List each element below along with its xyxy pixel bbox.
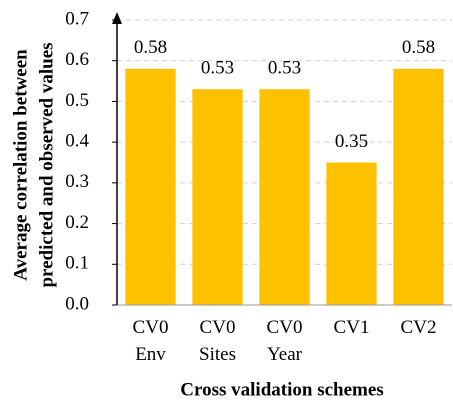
y-tick-label: 0.6	[65, 49, 89, 70]
value-label: 0.53	[268, 58, 301, 79]
y-tick-label: 0.5	[65, 90, 89, 111]
x-tick-label: CV2	[401, 317, 437, 338]
bar	[393, 68, 444, 305]
y-axis-title-line: Average correlation between	[10, 49, 31, 281]
x-tick-label: CV1	[334, 317, 370, 338]
y-axis-arrow	[112, 12, 122, 24]
bar	[192, 89, 243, 305]
x-tick-label: CV0 Sites	[199, 317, 236, 365]
value-label: 0.58	[134, 37, 167, 58]
y-tick-label: 0.2	[65, 212, 89, 233]
bar	[125, 68, 176, 305]
y-tick-label: 0.4	[65, 131, 89, 152]
bar	[259, 89, 310, 305]
y-tick-label: 0.3	[65, 171, 89, 192]
value-label: 0.35	[335, 131, 368, 152]
y-tick-label: 0.1	[65, 253, 89, 274]
y-tick-label: 0.0	[65, 293, 89, 314]
x-tick-label: CV0 Env	[133, 317, 169, 365]
y-axis-title-line: predicted and observed values	[36, 42, 57, 287]
value-label: 0.58	[402, 37, 435, 58]
x-axis-title: Cross validation schemes	[180, 379, 383, 400]
bar	[326, 162, 377, 305]
y-axis-title: Average correlation between predicted an…	[10, 42, 57, 287]
value-label: 0.53	[201, 58, 234, 79]
x-tick-label: CV0 Year	[267, 317, 303, 365]
y-tick-label: 0.7	[65, 8, 89, 29]
